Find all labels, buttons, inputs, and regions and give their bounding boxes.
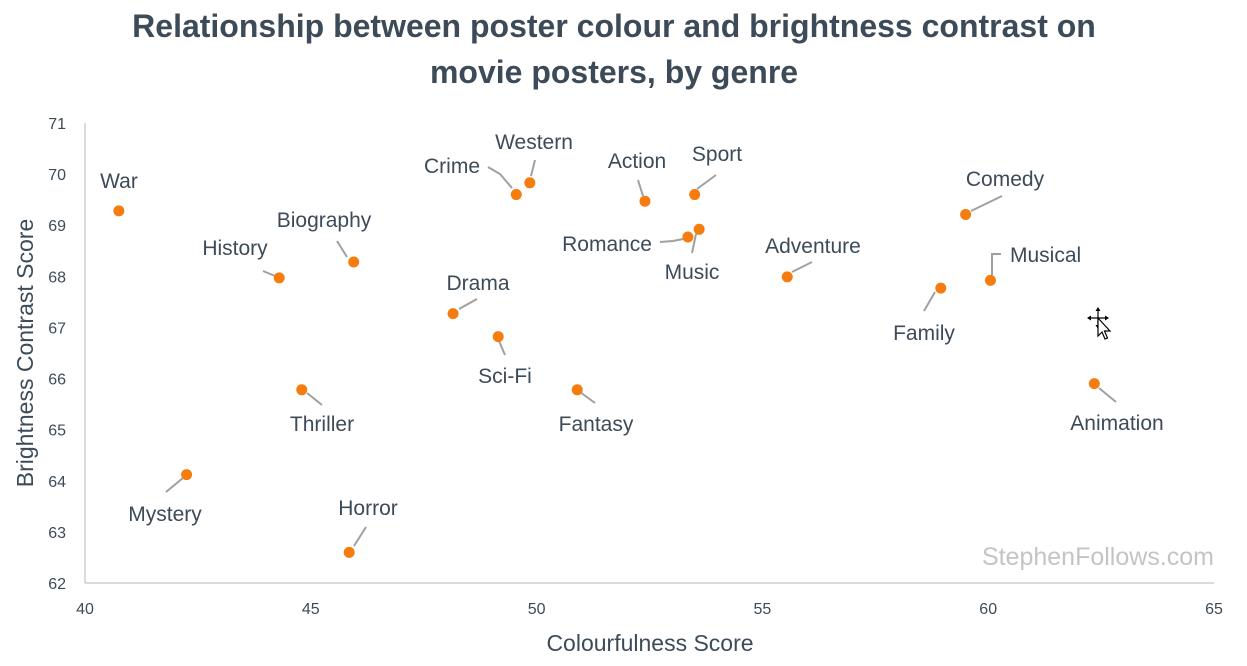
y-tick-label: 69 [48, 218, 66, 235]
data-point [781, 271, 793, 283]
x-tick-label: 50 [528, 601, 546, 618]
leader-lines [165, 159, 1117, 547]
data-point [935, 282, 947, 294]
point-label: Animation [1070, 412, 1163, 435]
leader-line [530, 159, 536, 177]
leader-line [353, 526, 367, 547]
point-label: Drama [446, 272, 509, 295]
data-point [343, 546, 355, 558]
leader-line [165, 477, 184, 493]
data-point [639, 195, 651, 207]
data-points [113, 177, 1100, 558]
leader-line [336, 240, 348, 258]
x-tick-label: 40 [76, 601, 94, 618]
point-label: Biography [277, 209, 372, 232]
y-tick-label: 63 [48, 525, 66, 542]
leader-line [637, 179, 644, 197]
leader-line [991, 253, 1001, 275]
leader-line [306, 392, 323, 406]
leader-line [696, 174, 717, 190]
y-tick-label: 62 [48, 576, 66, 593]
y-tick-label: 65 [48, 423, 66, 440]
point-label: Music [665, 261, 720, 284]
y-tick-label: 66 [48, 372, 66, 389]
point-label: War [100, 170, 138, 193]
point-labels: War History Biography Thriller Mystery Horror… [100, 131, 1164, 526]
leader-line [487, 166, 513, 189]
leader-line [970, 195, 1003, 212]
point-label: Thriller [290, 413, 354, 436]
x-tick-label: 65 [1205, 601, 1223, 618]
point-label: Sport [692, 143, 742, 166]
chart-title-line-2: movie posters, by genre [430, 54, 798, 90]
data-point [273, 272, 285, 284]
leader-line [791, 261, 813, 273]
point-label: Action [608, 150, 666, 173]
leader-line [659, 238, 684, 243]
x-tick-label: 60 [979, 601, 997, 618]
leader-line [1098, 387, 1117, 403]
point-label: Musical [1010, 244, 1081, 267]
data-point [984, 274, 996, 286]
data-point [571, 384, 583, 396]
leader-line [691, 233, 697, 254]
data-point [510, 189, 522, 201]
data-point [693, 223, 705, 235]
y-tick-label: 64 [48, 474, 66, 491]
y-tick-label: 71 [48, 116, 66, 133]
data-point [682, 231, 694, 243]
point-label: History [202, 237, 268, 260]
point-label: Romance [562, 233, 652, 256]
point-label: Mystery [128, 503, 202, 526]
y-tick-label: 70 [48, 167, 66, 184]
leader-line [498, 340, 506, 356]
y-tick-labels: 62 63 64 65 66 67 68 69 70 71 [48, 116, 66, 593]
leader-line [579, 391, 596, 404]
point-label: Sci-Fi [478, 365, 532, 388]
data-point [492, 331, 504, 343]
point-label: Family [893, 322, 955, 345]
x-axis-title: Colourfulness Score [546, 630, 753, 656]
data-point [447, 308, 459, 320]
data-point [348, 256, 360, 268]
data-point [113, 205, 125, 217]
point-label: Western [495, 131, 573, 154]
data-point [181, 469, 193, 481]
x-tick-label: 55 [754, 601, 772, 618]
point-label: Adventure [765, 235, 861, 258]
x-tick-labels: 40 45 50 55 60 65 [76, 601, 1223, 618]
watermark: StephenFollows.com [982, 543, 1214, 571]
y-tick-label: 68 [48, 269, 66, 286]
move-cursor-icon [1087, 307, 1112, 340]
data-point [524, 177, 536, 189]
y-tick-label: 67 [48, 320, 66, 337]
data-point [689, 189, 701, 201]
chart-title-line-1: Relationship between poster colour and b… [132, 8, 1096, 44]
point-label: Fantasy [559, 413, 634, 436]
y-axis-title: Brightness Contrast Score [12, 219, 38, 487]
leader-line [458, 298, 478, 310]
point-label: Comedy [966, 168, 1045, 191]
leader-line [923, 291, 936, 312]
data-point [1088, 378, 1100, 390]
leader-line [262, 270, 276, 277]
data-point [296, 384, 308, 396]
point-label: Horror [338, 497, 398, 520]
data-point [960, 208, 972, 220]
point-label: Crime [424, 155, 480, 178]
x-tick-label: 45 [302, 601, 320, 618]
